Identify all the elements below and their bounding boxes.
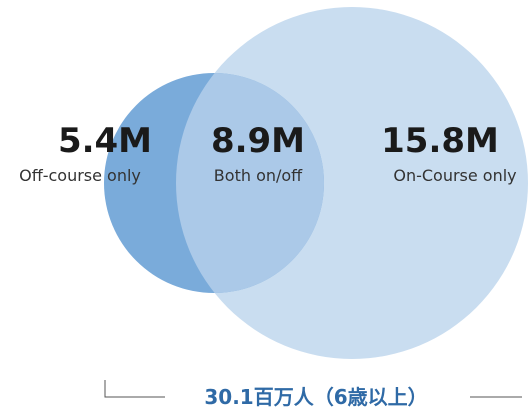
- both-value: 8.9M: [211, 121, 305, 161]
- on-course-value: 15.8M: [381, 121, 499, 161]
- overlap-region: [176, 73, 324, 293]
- both-label: Both on/off: [214, 166, 303, 185]
- bracket-left: [104, 380, 165, 398]
- on-course-label: On-Course only: [393, 166, 516, 185]
- off-course-label: Off-course only: [19, 166, 141, 185]
- total-label: 30.1百万人（6歳以上）: [204, 385, 427, 409]
- off-course-value: 5.4M: [58, 121, 152, 161]
